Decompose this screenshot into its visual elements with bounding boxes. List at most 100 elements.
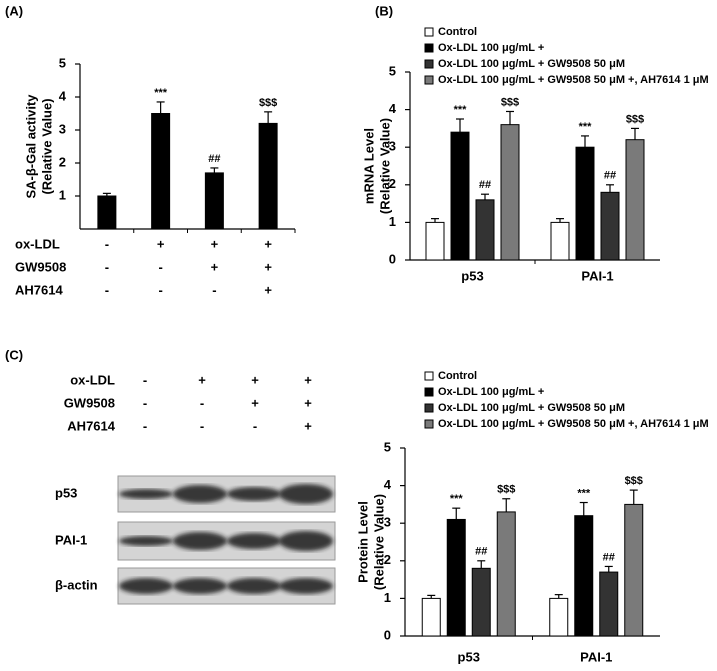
annotation: ## <box>479 179 491 191</box>
blot-band <box>279 484 333 504</box>
blot-band <box>119 578 173 594</box>
blot-band <box>119 489 173 499</box>
treatment-sign: - <box>143 418 147 433</box>
legend-swatch <box>424 387 434 397</box>
y-tick-label: 4 <box>384 477 392 492</box>
bar <box>625 139 645 261</box>
bar <box>97 195 117 230</box>
annotation: $$$ <box>626 113 644 125</box>
treatment-sign: + <box>251 395 259 410</box>
y-axis-label: SA-β-Gal activity <box>23 94 38 199</box>
annotation: $$$ <box>497 484 515 496</box>
treatment-sign: + <box>211 259 219 274</box>
y-tick-label: 1 <box>59 187 66 202</box>
y-tick-label: 0 <box>389 251 396 266</box>
treatment-label: GW9508 <box>64 395 115 410</box>
treatment-label: ox-LDL <box>70 372 115 387</box>
legend-swatch <box>424 43 434 53</box>
treatment-sign: + <box>211 236 219 251</box>
legend-swatch <box>424 371 434 381</box>
y-tick-label: 5 <box>384 439 391 454</box>
annotation: *** <box>454 104 468 116</box>
treatment-sign: - <box>105 259 109 274</box>
legend-swatch <box>424 59 434 69</box>
treatment-sign: - <box>253 418 257 433</box>
bar <box>550 221 570 261</box>
treatment-sign: + <box>304 418 312 433</box>
treatment-sign: - <box>200 418 204 433</box>
annotation: $$$ <box>625 475 643 487</box>
bar <box>151 113 171 230</box>
y-tick-label: 5 <box>59 55 66 70</box>
legend-label: Ox-LDL 100 μg/mL + <box>438 42 544 54</box>
legend-label: Ox-LDL 100 μg/mL + GW9508 50 μM <box>438 58 625 70</box>
panel-label: (C) <box>5 347 23 362</box>
treatment-sign: - <box>143 395 147 410</box>
legend-label: Ox-LDL 100 μg/mL + GW9508 50 μM <box>438 402 625 414</box>
treatment-sign: - <box>158 259 162 274</box>
legend-swatch <box>424 403 434 413</box>
blot-band <box>279 531 333 551</box>
treatment-sign: - <box>105 236 109 251</box>
treatment-sign: + <box>304 395 312 410</box>
x-tick-label: PAI-1 <box>580 649 612 664</box>
y-tick-label: 3 <box>389 139 396 154</box>
y-tick-label: 3 <box>59 121 66 136</box>
legend-label: Ox-LDL 100 μg/mL + GW9508 50 μM +, AH761… <box>438 74 709 86</box>
treatment-sign: - <box>158 282 162 297</box>
bar <box>600 191 620 261</box>
y-tick-label: 0 <box>384 627 391 642</box>
treatment-sign: + <box>251 372 259 387</box>
blot-band <box>279 578 333 594</box>
blot-row-label: β-actin <box>55 577 98 592</box>
blot-band <box>227 487 281 501</box>
y-tick-label: 4 <box>389 101 397 116</box>
bar <box>204 172 224 230</box>
legend-label: Control <box>438 26 477 38</box>
annotation: ## <box>208 153 220 165</box>
x-tick-label: PAI-1 <box>581 268 613 283</box>
bar <box>471 567 491 637</box>
y-axis-label: (Relative Value) <box>39 98 54 194</box>
treatment-sign: + <box>198 372 206 387</box>
y-axis-label: (Relative Value) <box>377 118 392 214</box>
legend-swatch <box>424 75 434 85</box>
annotation: ## <box>603 551 615 563</box>
treatment-sign: - <box>143 372 147 387</box>
y-axis-label: mRNA Level <box>361 128 376 204</box>
treatment-sign: + <box>264 259 272 274</box>
y-tick-label: 2 <box>389 176 396 191</box>
bar <box>258 122 278 230</box>
treatment-label: ox-LDL <box>15 236 60 251</box>
y-axis-label: Protein Level <box>355 501 370 583</box>
bar <box>496 511 516 637</box>
x-tick-label: p53 <box>458 649 480 664</box>
bar <box>500 124 520 261</box>
y-tick-label: 1 <box>389 214 396 229</box>
bar <box>446 518 466 637</box>
x-tick-label: p53 <box>461 268 483 283</box>
treatment-sign: + <box>157 236 165 251</box>
annotation: $$$ <box>501 96 519 108</box>
bar <box>421 597 441 637</box>
legend-label: Ox-LDL 100 μg/mL + GW9508 50 μM +, AH761… <box>438 418 709 430</box>
treatment-sign: - <box>212 282 216 297</box>
legend-label: Ox-LDL 100 μg/mL + <box>438 386 544 398</box>
panel-label: (A) <box>5 3 23 18</box>
legend-swatch <box>424 27 434 37</box>
annotation: *** <box>579 121 593 133</box>
bar <box>475 199 495 261</box>
treatment-sign: - <box>105 282 109 297</box>
treatment-sign: - <box>200 395 204 410</box>
blot-band <box>227 578 281 594</box>
bar <box>574 515 594 637</box>
y-tick-label: 2 <box>59 154 66 169</box>
blot-band <box>173 532 227 550</box>
treatment-sign: + <box>304 372 312 387</box>
bar <box>549 597 569 637</box>
bar <box>450 131 470 261</box>
panel-label: (B) <box>375 3 393 18</box>
annotation: *** <box>577 487 591 499</box>
bar <box>575 146 595 261</box>
